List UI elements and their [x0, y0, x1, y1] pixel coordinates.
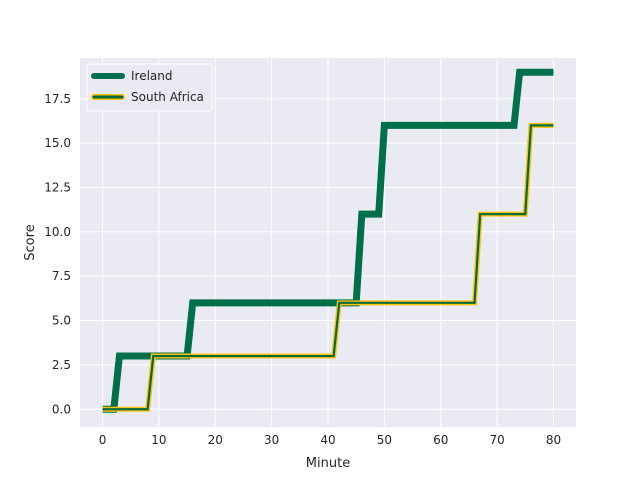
x-tick-label: 20 [208, 433, 223, 447]
series-line-ireland [102, 68, 554, 413]
y-tick-label: 10.0 [44, 225, 71, 239]
y-tick-label: 0.0 [52, 402, 71, 416]
x-tick-label: 80 [546, 433, 561, 447]
y-tick-label: 17.5 [44, 92, 71, 106]
x-tick-label: 40 [320, 433, 335, 447]
series-layer [102, 68, 554, 413]
legend-label-ireland: Ireland [131, 69, 173, 83]
y-axis-label: Score [23, 224, 38, 260]
x-axis-label: Minute [306, 456, 350, 471]
grid-lines [80, 58, 576, 427]
tick-labels: 0 10 20 30 40 50 60 70 80 0.0 2.5 5.0 7.5 10.0 12.5 15.… [44, 92, 561, 447]
y-tick-label: 5.0 [52, 314, 71, 328]
y-tick-label: 2.5 [52, 358, 71, 372]
x-tick-label: 30 [264, 433, 279, 447]
legend-label-south-africa: South Africa [131, 90, 204, 104]
x-tick-label: 50 [377, 433, 392, 447]
x-tick-label: 70 [489, 433, 504, 447]
series-line-south-africa [102, 124, 554, 411]
y-tick-label: 15.0 [44, 136, 71, 150]
legend: Ireland South Africa [86, 63, 213, 112]
x-tick-label: 60 [433, 433, 448, 447]
y-tick-label: 12.5 [44, 181, 71, 195]
y-tick-label: 7.5 [52, 269, 71, 283]
x-tick-label: 10 [151, 433, 166, 447]
x-tick-label: 0 [99, 433, 107, 447]
